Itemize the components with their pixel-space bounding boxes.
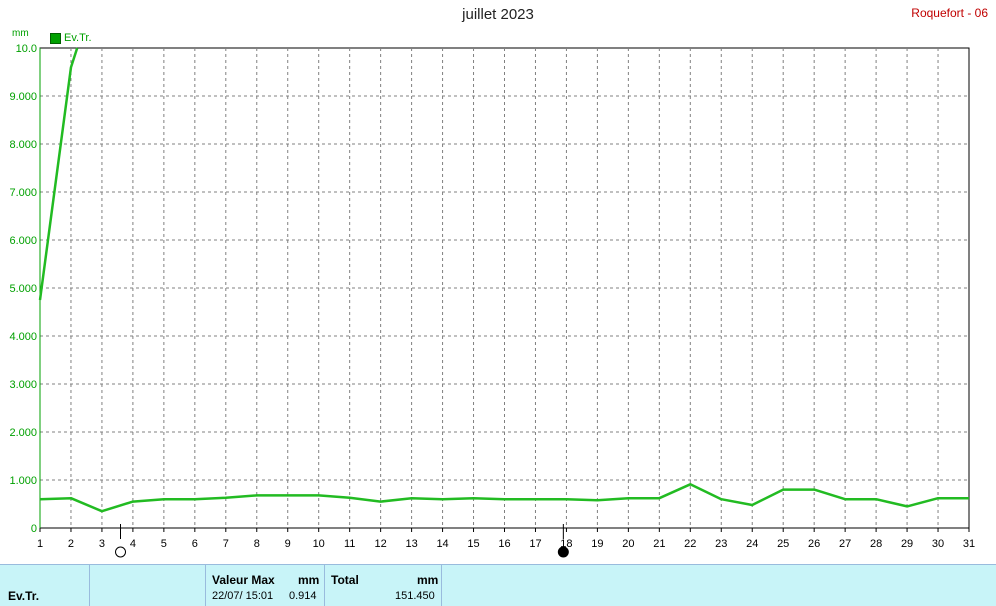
y-tick-label: 6.000 [9, 235, 37, 247]
x-tick-label: 10 [313, 538, 325, 550]
x-tick-label: 3 [99, 538, 105, 550]
x-tick-label: 9 [285, 538, 291, 550]
y-tick-label: 8.000 [9, 139, 37, 151]
x-tick-label: 22 [684, 538, 696, 550]
y-tick-label: 9.000 [9, 91, 37, 103]
max-unit: mm [298, 573, 319, 587]
x-tick-label: 25 [777, 538, 789, 550]
footer-max-cell: Valeur Max mm 22/07/ 15:01 0.914 [205, 565, 325, 606]
x-tick-label: 12 [375, 538, 387, 550]
x-tick-label: 6 [192, 538, 198, 550]
new-moon-icon [558, 547, 568, 557]
x-tick-label: 7 [223, 538, 229, 550]
footer-total-cell: Total mm 151.450 [324, 565, 442, 606]
x-tick-label: 4 [130, 538, 136, 550]
y-tick-label: 10.0 [16, 43, 37, 55]
x-tick-label: 14 [436, 538, 448, 550]
x-tick-label: 30 [932, 538, 944, 550]
x-tick-label: 11 [344, 538, 355, 550]
x-tick-label: 16 [498, 538, 510, 550]
footer-empty-cell [89, 565, 206, 606]
x-tick-label: 1 [37, 538, 43, 550]
max-header: Valeur Max [212, 573, 275, 587]
x-tick-label: 29 [901, 538, 913, 550]
x-tick-label: 15 [467, 538, 479, 550]
x-tick-label: 2 [68, 538, 74, 550]
y-tick-label: 3.000 [9, 379, 37, 391]
summary-footer: Ev.Tr. Valeur Max mm 22/07/ 15:01 0.914 … [0, 564, 996, 606]
full-moon-icon [116, 547, 126, 557]
y-tick-label: 1.000 [9, 475, 37, 487]
x-tick-label: 27 [839, 538, 851, 550]
x-tick-label: 5 [161, 538, 167, 550]
x-tick-label: 28 [870, 538, 882, 550]
footer-series-label: Ev.Tr. [8, 589, 39, 603]
x-tick-label: 8 [254, 538, 260, 550]
x-tick-label: 21 [653, 538, 665, 550]
x-tick-label: 24 [746, 538, 758, 550]
x-tick-label: 19 [591, 538, 603, 550]
max-value: 0.914 [289, 590, 317, 602]
x-tick-label: 17 [529, 538, 541, 550]
x-tick-label: 13 [405, 538, 417, 550]
max-date: 22/07/ 15:01 [212, 590, 273, 602]
y-tick-label: 7.000 [9, 187, 37, 199]
y-tick-label: 5.000 [9, 283, 37, 295]
x-tick-label: 26 [808, 538, 820, 550]
footer-series-cell: Ev.Tr. [0, 565, 90, 606]
x-tick-label: 31 [963, 538, 975, 550]
line-chart: 0 1.000 2.000 3.000 4.000 5.000 6.000 7.000 8.00… [0, 0, 996, 564]
y-tick-label: 0 [31, 523, 37, 535]
total-header: Total [331, 573, 359, 587]
x-tick-label: 20 [622, 538, 634, 550]
total-unit: mm [417, 573, 438, 587]
x-tick-label: 23 [715, 538, 727, 550]
y-tick-label: 2.000 [9, 427, 37, 439]
y-tick-label: 4.000 [9, 331, 37, 343]
total-value: 151.450 [395, 590, 435, 602]
